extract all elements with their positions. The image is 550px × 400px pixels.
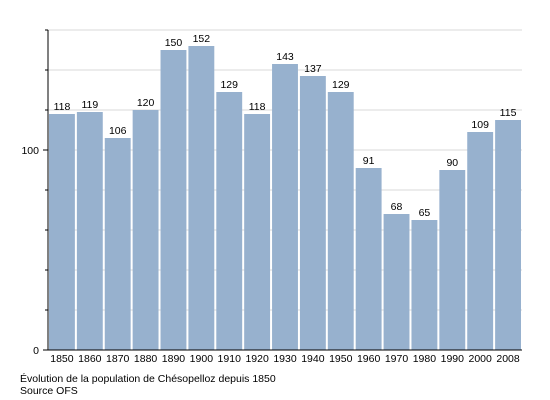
data-label: 115 xyxy=(500,107,517,119)
data-labels: 118 119 106 120 150 152 129 118 143 137 129 91 68 65 9… xyxy=(54,33,517,219)
data-label: 129 xyxy=(220,79,238,91)
x-tick-label: 1890 xyxy=(162,353,186,365)
x-tick-label: 1970 xyxy=(385,353,409,365)
bar xyxy=(355,168,382,350)
x-tick-label: 1990 xyxy=(441,353,465,365)
bar-chart: 118 119 106 120 150 152 129 118 143 137 129 91 68 65 9… xyxy=(21,29,522,365)
data-label: 143 xyxy=(276,51,294,63)
x-tick-label: 2000 xyxy=(468,353,492,365)
y-tick-label: 0 xyxy=(33,345,39,357)
data-label: 129 xyxy=(332,79,350,91)
data-label: 119 xyxy=(81,99,98,111)
x-tick-label: 1880 xyxy=(134,353,158,365)
data-label: 65 xyxy=(419,207,431,219)
data-label: 118 xyxy=(249,101,266,113)
data-label: 106 xyxy=(109,125,127,137)
chart-caption: Évolution de la population de Chésopello… xyxy=(20,373,276,385)
data-label: 152 xyxy=(193,33,211,45)
x-tick-label: 1950 xyxy=(329,353,353,365)
bar xyxy=(299,76,326,350)
x-tick-label: 2008 xyxy=(496,353,520,365)
bar xyxy=(132,110,159,350)
bar xyxy=(439,170,466,350)
bar xyxy=(76,112,103,350)
bar xyxy=(104,138,131,350)
y-tick-label: 100 xyxy=(21,145,39,157)
x-tick-label: 1860 xyxy=(78,353,102,365)
data-label: 118 xyxy=(54,101,71,113)
x-tick-label: 1930 xyxy=(273,353,297,365)
x-tick-label: 1870 xyxy=(106,353,130,365)
bar xyxy=(160,50,187,350)
chart-source: Source OFS xyxy=(20,385,78,397)
data-label: 90 xyxy=(446,157,458,169)
bar xyxy=(272,64,298,350)
data-label: 120 xyxy=(137,97,155,109)
axes xyxy=(43,29,522,351)
x-tick-label: 1850 xyxy=(50,353,74,365)
bar xyxy=(411,220,438,350)
data-label: 137 xyxy=(304,63,322,75)
bar xyxy=(495,120,521,350)
x-tick-label: 1940 xyxy=(301,353,325,365)
data-label: 150 xyxy=(165,37,183,49)
bar xyxy=(49,114,75,350)
x-tick-label: 1960 xyxy=(357,353,381,365)
bar xyxy=(383,214,410,350)
x-tick-label: 1900 xyxy=(190,353,214,365)
bar xyxy=(188,46,215,350)
bar xyxy=(327,92,354,350)
data-label: 109 xyxy=(471,119,489,131)
x-tick-label: 1980 xyxy=(413,353,437,365)
x-tick-label: 1920 xyxy=(245,353,269,365)
bar xyxy=(467,132,494,350)
data-label: 68 xyxy=(391,201,403,213)
y-tick-labels: 0 100 xyxy=(21,145,39,357)
data-label: 91 xyxy=(363,155,375,167)
bar xyxy=(216,92,243,350)
x-tick-label: 1910 xyxy=(218,353,242,365)
bar xyxy=(244,114,271,350)
x-tick-labels: 1850 1860 1870 1880 1890 1900 1910 1920 1930 1940… xyxy=(50,353,520,365)
bars xyxy=(49,46,521,350)
